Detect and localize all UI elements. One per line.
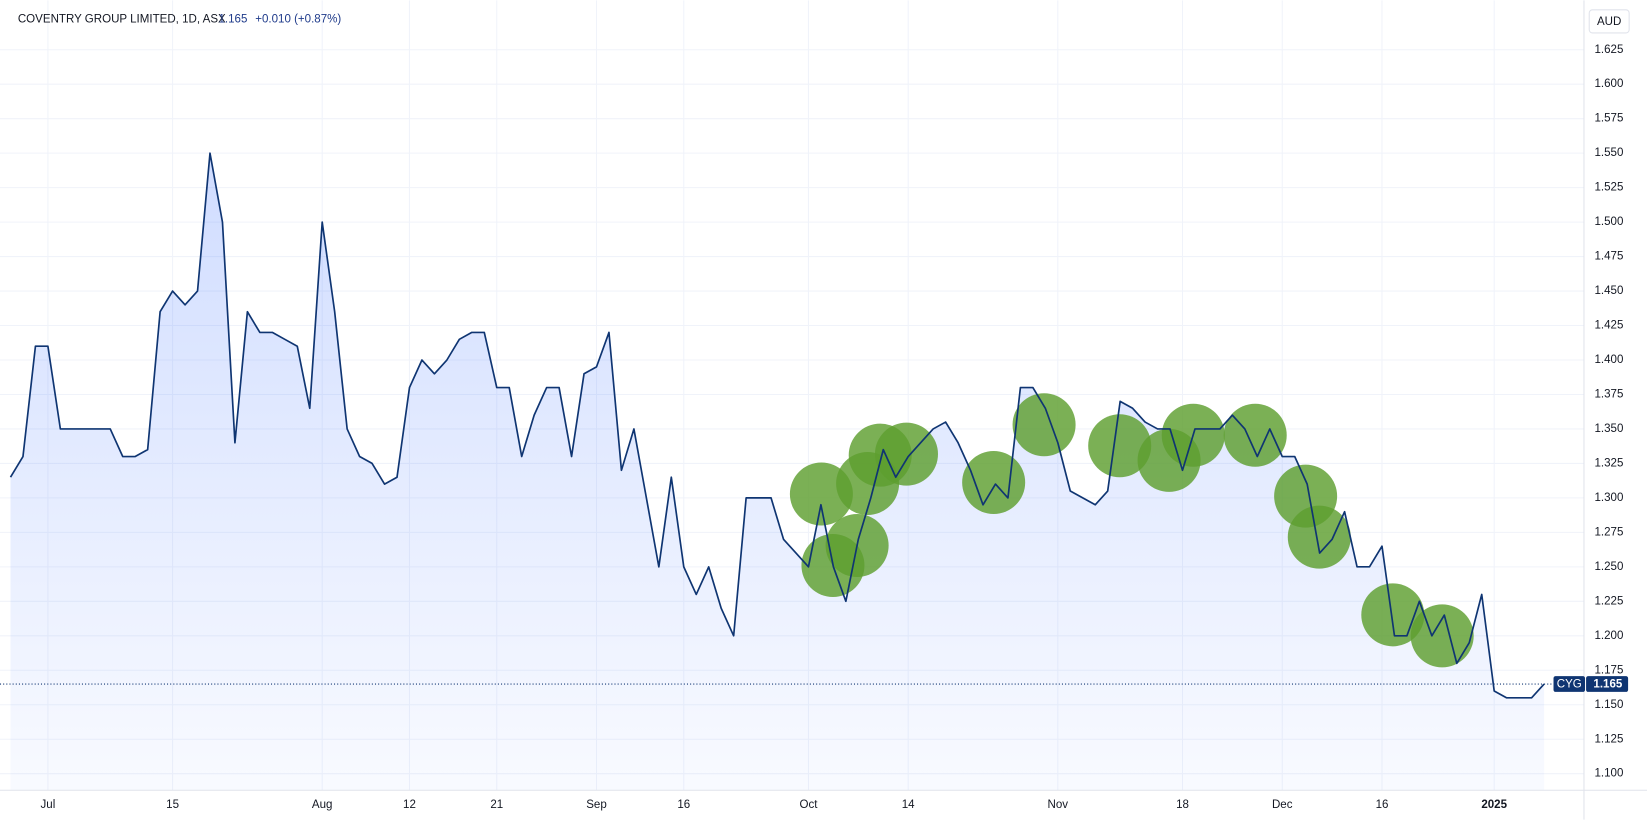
signal-marker [1223, 403, 1287, 467]
y-tick-label: 1.425 [1594, 320, 1623, 332]
y-tick-label: 1.350 [1594, 423, 1623, 435]
x-tick-label: 2025 [1481, 799, 1507, 811]
y-tick-label: 1.375 [1594, 389, 1623, 401]
currency-button[interactable] [1588, 9, 1630, 34]
legend: COVENTRY GROUP LIMITED, 1D, ASX 1.165 +0… [18, 13, 342, 25]
price-area [10, 153, 1545, 791]
price-badge-label: 1.165 [1593, 679, 1622, 691]
signal-marker [1012, 393, 1076, 457]
y-tick-label: 1.175 [1594, 664, 1623, 676]
y-tick-label: 1.300 [1594, 492, 1623, 504]
y-tick-label: 1.600 [1594, 78, 1623, 90]
y-tick-label: 1.525 [1594, 182, 1623, 194]
y-tick-label: 1.450 [1594, 285, 1623, 297]
symbol-badge [1553, 676, 1586, 692]
y-tick-label: 1.475 [1594, 251, 1623, 263]
x-tick-label: 12 [403, 799, 416, 811]
x-tick-label: 15 [166, 799, 179, 811]
y-tick-label: 1.250 [1594, 561, 1623, 573]
x-tick-label: Oct [799, 799, 818, 811]
currency-label: AUD [1597, 16, 1621, 28]
x-tick-label: Aug [312, 799, 333, 811]
last-price: 1.165 [218, 13, 247, 25]
line-layer [0, 152, 1584, 699]
x-tick-label: Jul [41, 799, 56, 811]
y-tick-label: 1.275 [1594, 526, 1623, 538]
price-badge [1586, 676, 1629, 692]
y-tick-label: 1.200 [1594, 630, 1623, 642]
x-tick-label: Sep [586, 799, 607, 811]
y-tick-label: 1.500 [1594, 216, 1623, 228]
x-tick-label: 16 [677, 799, 690, 811]
x-tick-label: 21 [490, 799, 503, 811]
x-tick-label: Nov [1048, 799, 1069, 811]
y-tick-label: 1.125 [1594, 733, 1623, 745]
x-tick-label: 18 [1176, 799, 1189, 811]
y-tick-label: 1.625 [1594, 44, 1623, 56]
y-tick-label: 1.225 [1594, 595, 1623, 607]
chart-title: COVENTRY GROUP LIMITED, 1D, ASX [18, 13, 226, 25]
signal-marker [1287, 505, 1351, 569]
price-change: +0.010 (+0.87%) [255, 13, 341, 25]
y-tick-label: 1.550 [1594, 147, 1623, 159]
x-tick-label: 16 [1376, 799, 1389, 811]
y-tick-label: 1.400 [1594, 354, 1623, 366]
symbol-label: CYG [1557, 679, 1582, 691]
y-tick-label: 1.150 [1594, 699, 1623, 711]
signal-marker [874, 422, 938, 486]
signal-marker [1410, 604, 1474, 668]
y-tick-label: 1.575 [1594, 113, 1623, 125]
y-tick-label: 1.325 [1594, 457, 1623, 469]
x-tick-label: Dec [1272, 799, 1293, 811]
y-tick-label: 1.100 [1594, 768, 1623, 780]
x-tick-label: 14 [902, 799, 915, 811]
signal-marker [962, 450, 1026, 514]
area-layer [10, 153, 1545, 791]
price-line [9, 152, 1545, 699]
signal-marker [1088, 414, 1152, 478]
